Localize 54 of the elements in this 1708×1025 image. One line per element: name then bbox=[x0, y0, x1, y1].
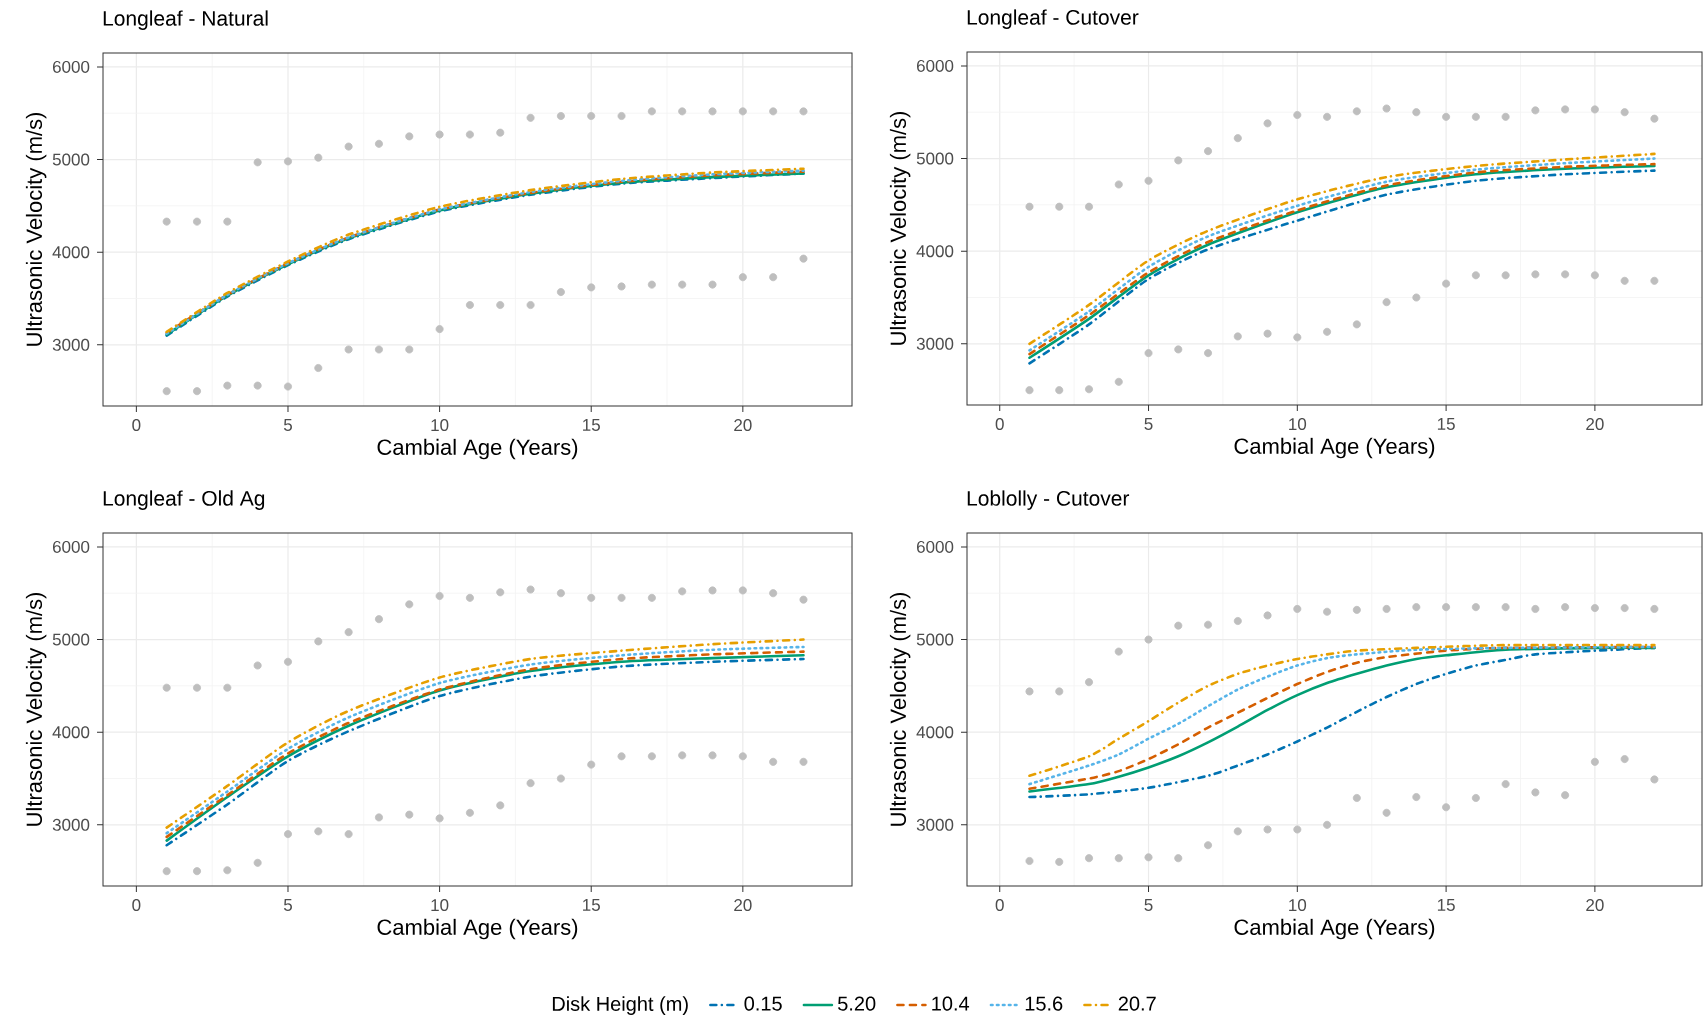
legend-label: 15.6 bbox=[1025, 996, 1063, 1011]
x-tick-label: 10 bbox=[431, 899, 449, 912]
y-tick-label: 3000 bbox=[52, 818, 90, 831]
y-tick-label: 5000 bbox=[916, 152, 954, 165]
x-tick-label: 15 bbox=[583, 899, 600, 911]
chart-title: Longleaf - Old Ag bbox=[103, 490, 265, 510]
y-tick-label: 5000 bbox=[52, 153, 90, 166]
x-tick-label: 5 bbox=[1144, 418, 1153, 430]
legend-label: 0.15 bbox=[744, 996, 782, 1011]
x-axis-title: Cambial Age (Years) bbox=[377, 438, 578, 460]
y-tick-label: 4000 bbox=[52, 726, 90, 739]
y-tick-label: 4000 bbox=[916, 245, 954, 258]
y-tick-label: 6000 bbox=[53, 540, 90, 553]
y-axis-title: Ultrasonic Velocity (m/s) bbox=[25, 592, 47, 826]
x-tick-label: 10 bbox=[1289, 418, 1307, 431]
y-tick-label: 3000 bbox=[916, 818, 954, 831]
x-tick-label: 15 bbox=[1437, 418, 1455, 430]
x-tick-label: 15 bbox=[1437, 899, 1455, 911]
chart-title: Longleaf - Cutover bbox=[967, 9, 1139, 29]
y-tick-label: 5000 bbox=[52, 633, 90, 646]
y-tick-label: 6000 bbox=[917, 59, 954, 72]
legend-label: 20.7 bbox=[1118, 996, 1156, 1011]
chart-title: Longleaf - Natural bbox=[103, 10, 268, 30]
chart-title: Loblolly - Cutover bbox=[967, 490, 1130, 510]
x-tick-label: 5 bbox=[1144, 899, 1153, 911]
y-tick-label: 5000 bbox=[916, 633, 954, 646]
y-tick-label: 4000 bbox=[52, 246, 90, 259]
y-tick-label: 6000 bbox=[53, 60, 90, 73]
x-tick-label: 5 bbox=[283, 899, 293, 911]
x-tick-label: 0 bbox=[132, 419, 141, 432]
y-tick-label: 6000 bbox=[917, 540, 954, 553]
y-axis-title: Ultrasonic Velocity (m/s) bbox=[889, 592, 911, 826]
x-tick-label: 20 bbox=[734, 419, 752, 432]
x-tick-label: 10 bbox=[431, 419, 449, 432]
x-tick-label: 0 bbox=[995, 899, 1004, 912]
x-tick-label: 0 bbox=[995, 418, 1004, 431]
x-tick-label: 20 bbox=[1586, 899, 1604, 912]
x-tick-label: 20 bbox=[734, 899, 752, 912]
x-tick-label: 20 bbox=[1586, 418, 1604, 431]
x-tick-label: 15 bbox=[583, 419, 600, 431]
y-tick-label: 3000 bbox=[52, 338, 90, 351]
legend-title: Disk Height (m) bbox=[552, 996, 688, 1015]
legend-label: 5.20 bbox=[838, 996, 876, 1011]
x-tick-label: 10 bbox=[1289, 899, 1307, 912]
y-axis-title: Ultrasonic Velocity (m/s) bbox=[889, 111, 911, 345]
x-tick-label: 0 bbox=[132, 899, 141, 912]
legend-label: 10.4 bbox=[932, 996, 970, 1011]
x-axis-title: Cambial Age (Years) bbox=[1234, 437, 1435, 459]
y-tick-label: 4000 bbox=[916, 726, 954, 739]
y-tick-label: 3000 bbox=[916, 337, 954, 350]
x-tick-label: 5 bbox=[283, 419, 293, 431]
x-axis-title: Cambial Age (Years) bbox=[1234, 918, 1435, 940]
x-axis-title: Cambial Age (Years) bbox=[377, 918, 578, 940]
y-axis-title: Ultrasonic Velocity (m/s) bbox=[25, 112, 47, 346]
